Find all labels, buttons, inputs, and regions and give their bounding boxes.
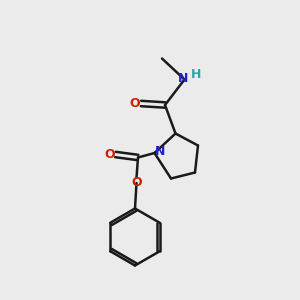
Text: O: O <box>131 176 142 190</box>
Text: H: H <box>191 68 201 81</box>
Text: O: O <box>104 148 115 161</box>
Text: N: N <box>155 145 165 158</box>
Text: O: O <box>130 97 140 110</box>
Text: N: N <box>178 71 188 85</box>
